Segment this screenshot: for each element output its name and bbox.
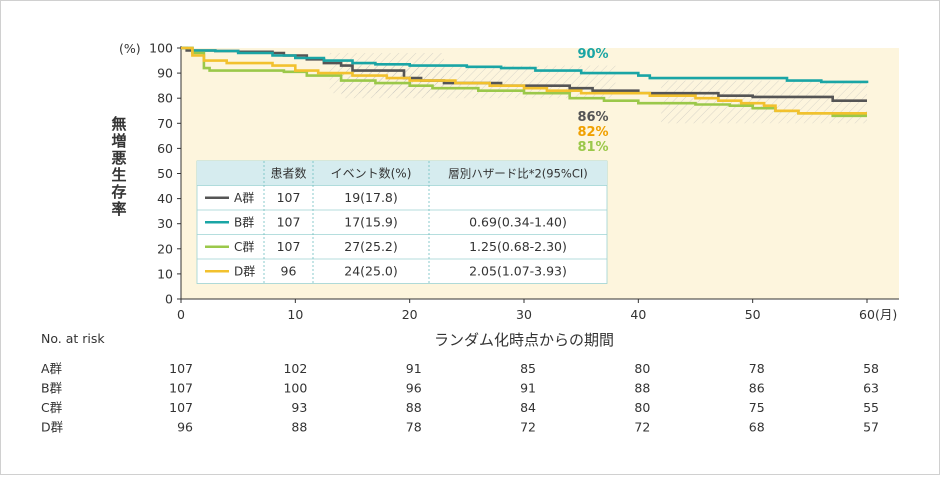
legend-hr: 2.05(1.07-3.93) bbox=[469, 264, 567, 279]
at-risk-value: 80 bbox=[634, 361, 650, 376]
at-risk-group: A群 bbox=[41, 361, 63, 376]
legend-table: 患者数 イベント数(%) 層別ハザード比*2(95%CI) A群 107 19(17.8)… bbox=[196, 160, 608, 284]
y-axis-title: 無増悪生存率 bbox=[111, 115, 126, 218]
at-risk-value: 88 bbox=[406, 400, 422, 415]
at-risk-group: D群 bbox=[41, 420, 64, 435]
at-risk-value: 102 bbox=[283, 361, 307, 376]
at-risk-value: 78 bbox=[749, 361, 765, 376]
y-tick-label: 70 bbox=[157, 116, 173, 131]
at-risk-value: 68 bbox=[749, 420, 765, 435]
x-axis-title: ランダム化時点からの期間 bbox=[434, 331, 614, 349]
at-risk-value: 86 bbox=[749, 381, 765, 396]
at-risk-value: 100 bbox=[283, 381, 307, 396]
at-risk-value: 58 bbox=[863, 361, 879, 376]
at-risk-value: 88 bbox=[634, 381, 650, 396]
survival-curves bbox=[181, 46, 869, 118]
end-label: 82% bbox=[577, 125, 608, 140]
at-risk-value: 84 bbox=[520, 400, 536, 415]
legend-group: C群 bbox=[234, 240, 254, 254]
legend-n: 107 bbox=[277, 215, 301, 230]
y-tick-label: 30 bbox=[157, 216, 173, 231]
at-risk-value: 91 bbox=[406, 361, 422, 376]
y-tick-label: 50 bbox=[157, 166, 173, 181]
legend-hr: 0.69(0.34-1.40) bbox=[469, 215, 567, 230]
at-risk-value: 88 bbox=[291, 420, 307, 435]
curve-2 bbox=[181, 46, 869, 84]
legend-hr: 1.25(0.68-2.30) bbox=[469, 239, 567, 254]
legend-n: 107 bbox=[277, 190, 301, 205]
end-label: 81% bbox=[577, 140, 608, 155]
legend-header-hr: 層別ハザード比*2(95%CI) bbox=[448, 167, 588, 181]
legend-header-n: 患者数 bbox=[270, 166, 306, 181]
end-label: 90% bbox=[577, 47, 608, 62]
curve-3 bbox=[181, 46, 867, 118]
legend-group: A群 bbox=[234, 191, 254, 205]
at-risk-value: 78 bbox=[406, 420, 422, 435]
end-labels: 86% 90% 81%82% bbox=[577, 47, 608, 155]
x-tick-label: 20 bbox=[402, 307, 418, 322]
at-risk-title: No. at risk bbox=[41, 331, 105, 346]
x-tick-label: 30 bbox=[516, 307, 532, 322]
at-risk-group: C群 bbox=[41, 400, 63, 415]
at-risk-value: 57 bbox=[863, 420, 879, 435]
legend-header-events: イベント数(%) bbox=[331, 166, 412, 181]
legend-group: B群 bbox=[234, 216, 254, 230]
at-risk-value: 107 bbox=[169, 400, 193, 415]
legend-events: 19(17.8) bbox=[344, 190, 398, 205]
legend-group: D群 bbox=[234, 265, 255, 279]
at-risk-table: No. at risk A群 107 102 91 85 80 78 58 B群 107 100 96 9… bbox=[41, 331, 879, 435]
y-tick-label: 80 bbox=[157, 91, 173, 106]
x-tick-label: 50 bbox=[745, 307, 761, 322]
legend-events: 27(25.2) bbox=[344, 239, 398, 254]
y-tick-label: 40 bbox=[157, 191, 173, 206]
legend-n: 107 bbox=[277, 239, 301, 254]
y-tick-label: 60 bbox=[157, 141, 173, 156]
y-unit-label: (%) bbox=[119, 41, 141, 56]
x-tick-label: 60 bbox=[859, 307, 875, 322]
legend-header-bg bbox=[197, 161, 607, 186]
axes: 0 10 20 30 40 50 60 70 80 90 100 0 10 20 30 40 50 60 bbox=[149, 41, 899, 322]
x-tick-label: 0 bbox=[177, 307, 185, 322]
at-risk-value: 80 bbox=[634, 400, 650, 415]
y-tick-label: 10 bbox=[157, 266, 173, 281]
y-tick-label: 90 bbox=[157, 66, 173, 81]
curve-4 bbox=[181, 46, 867, 115]
at-risk-value: 75 bbox=[749, 400, 765, 415]
x-tick-label: 40 bbox=[630, 307, 646, 322]
at-risk-group: B群 bbox=[41, 381, 63, 396]
at-risk-value: 63 bbox=[863, 381, 879, 396]
at-risk-value: 93 bbox=[291, 400, 307, 415]
at-risk-value: 72 bbox=[634, 420, 650, 435]
at-risk-value: 72 bbox=[520, 420, 536, 435]
legend-events: 24(25.0) bbox=[344, 264, 398, 279]
at-risk-value: 107 bbox=[169, 381, 193, 396]
at-risk-value: 96 bbox=[177, 420, 193, 435]
at-risk-value: 107 bbox=[169, 361, 193, 376]
at-risk-value: 55 bbox=[863, 400, 879, 415]
legend-n: 96 bbox=[281, 264, 297, 279]
end-label: 86% bbox=[577, 110, 608, 125]
x-unit-label: (月) bbox=[875, 307, 897, 322]
y-tick-label: 20 bbox=[157, 241, 173, 256]
at-risk-value: 96 bbox=[406, 381, 422, 396]
at-risk-value: 91 bbox=[520, 381, 536, 396]
legend-events: 17(15.9) bbox=[344, 215, 398, 230]
x-tick-label: 10 bbox=[287, 307, 303, 322]
y-tick-label: 100 bbox=[149, 41, 173, 56]
y-tick-label: 0 bbox=[165, 292, 173, 307]
at-risk-value: 85 bbox=[520, 361, 536, 376]
